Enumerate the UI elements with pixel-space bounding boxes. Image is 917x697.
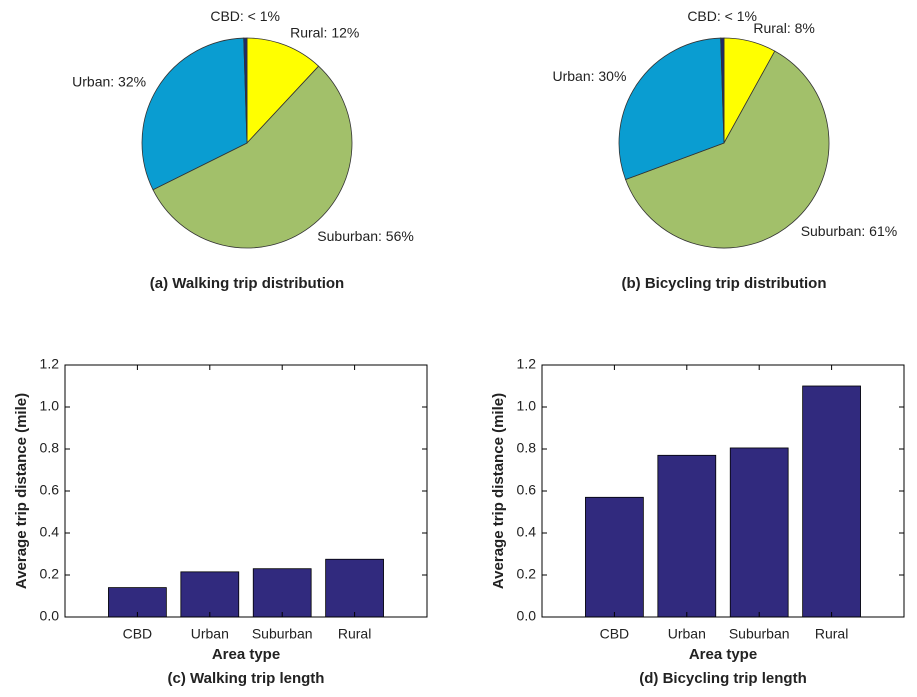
pie-slice — [720, 37, 725, 144]
slice-label: CBD: < 1% — [687, 8, 757, 24]
chart-title: (d) Bicycling trip length — [639, 670, 807, 687]
y-tick-label: 0.2 — [40, 566, 60, 582]
y-tick-label: 0.0 — [40, 608, 60, 624]
bar — [325, 558, 384, 618]
y-tick-label: 1.2 — [40, 356, 60, 372]
y-axis-label: Average trip distance (mile) — [13, 393, 30, 589]
bar — [585, 496, 644, 618]
slice-label: Rural: 8% — [753, 20, 814, 36]
pie-slice — [141, 37, 248, 191]
x-tick-label: Rural — [338, 626, 371, 642]
y-axis-label: Average trip distance (mile) — [490, 393, 507, 589]
slice-label: Urban: 30% — [552, 68, 626, 84]
y-tick-label: 0.6 — [517, 482, 537, 498]
chart-title: (c) Walking trip length — [168, 670, 325, 687]
slice-label: Suburban: 61% — [801, 223, 898, 239]
pie-slice — [246, 37, 320, 145]
y-tick-label: 1.2 — [517, 356, 537, 372]
bar — [802, 385, 861, 618]
y-tick-label: 0.4 — [40, 524, 60, 540]
x-axis-label: Area type — [689, 646, 757, 663]
x-tick-label: CBD — [123, 626, 153, 642]
bar — [729, 447, 789, 618]
bar — [252, 568, 312, 618]
y-tick-label: 0.8 — [40, 440, 60, 456]
chart-title: (a) Walking trip distribution — [150, 275, 344, 292]
pie-slice — [152, 65, 353, 249]
y-tick-label: 0.8 — [517, 440, 537, 456]
x-tick-label: Urban — [191, 626, 229, 642]
y-tick-label: 0.6 — [40, 482, 60, 498]
axes-box — [541, 364, 905, 618]
slice-label: Rural: 12% — [290, 24, 359, 40]
x-tick-label: Rural — [815, 626, 848, 642]
x-axis-label: Area type — [212, 646, 280, 663]
x-tick-label: Urban — [668, 626, 706, 642]
bar — [180, 571, 240, 618]
y-tick-label: 0.2 — [517, 566, 537, 582]
axes-box — [64, 364, 428, 618]
chart-title: (b) Bicycling trip distribution — [622, 275, 827, 292]
bar — [657, 454, 717, 618]
x-tick-label: Suburban — [252, 626, 313, 642]
y-tick-label: 1.0 — [517, 398, 537, 414]
slice-label: CBD: < 1% — [210, 8, 280, 24]
x-tick-label: Suburban — [729, 626, 790, 642]
pie-slice — [618, 37, 725, 181]
pie-slice — [243, 37, 248, 144]
slice-label: Urban: 32% — [72, 73, 146, 89]
y-tick-label: 0.0 — [517, 608, 537, 624]
y-tick-label: 1.0 — [40, 398, 60, 414]
slice-label: Suburban: 56% — [317, 228, 414, 244]
y-tick-label: 0.4 — [517, 524, 537, 540]
x-tick-label: CBD — [600, 626, 630, 642]
pie-slice — [625, 50, 830, 249]
